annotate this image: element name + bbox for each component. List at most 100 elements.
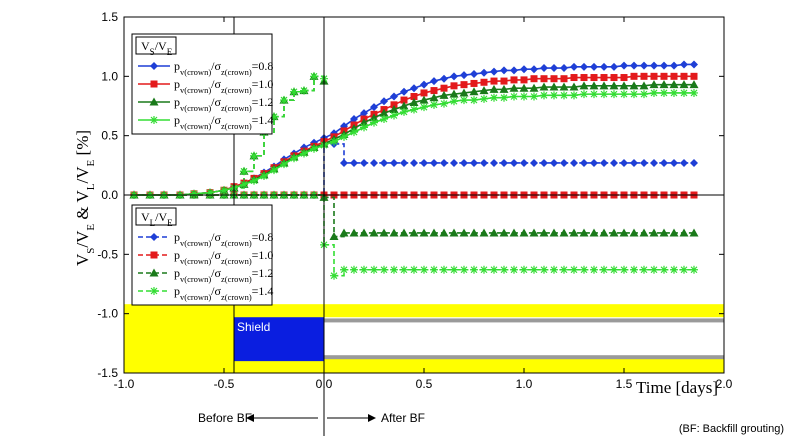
x-tick-label: 0.0 <box>316 377 333 391</box>
vs-point <box>430 87 438 95</box>
vs-point <box>570 91 578 100</box>
vs-point <box>600 74 608 82</box>
vs-point <box>639 81 649 90</box>
vs-point <box>390 101 398 109</box>
vl-point <box>359 228 369 237</box>
y-tick-label: -1.0 <box>97 307 118 321</box>
vl-point <box>410 265 418 274</box>
vl-point <box>660 265 668 274</box>
vs-point <box>580 62 588 71</box>
vl-point <box>510 158 518 167</box>
vl-point <box>540 158 548 167</box>
vl-point <box>529 228 539 237</box>
vs-point <box>500 93 508 102</box>
legend-legend_vl: VL/VEpv(crown)/σz(crown)=0.8pv(crown)/σz… <box>131 204 273 306</box>
vl-point <box>350 158 358 167</box>
lining-top <box>324 318 724 323</box>
vs-point <box>630 72 638 80</box>
vs-point <box>410 84 418 93</box>
vs-point <box>440 99 448 108</box>
lining-bottom <box>324 355 724 360</box>
vl-point <box>580 158 588 167</box>
vs-point <box>540 91 548 100</box>
x-tick-label: -0.5 <box>214 377 235 391</box>
vl-point <box>509 228 519 237</box>
vs-point <box>670 88 678 97</box>
vl-point <box>570 265 578 274</box>
legend-legend_vs: VS/VEpv(crown)/σz(crown)=0.8pv(crown)/σz… <box>131 33 273 135</box>
vs-point <box>490 77 498 85</box>
before-arrow-head <box>246 414 254 422</box>
vs-point <box>529 83 539 92</box>
vl-point <box>340 158 348 167</box>
vl-point <box>570 158 578 167</box>
vs-point <box>550 75 558 83</box>
vs-point <box>390 92 398 101</box>
vl-point <box>399 228 409 237</box>
vs-point <box>240 180 248 189</box>
vs-point <box>400 87 408 96</box>
legend-marker <box>150 80 158 88</box>
vs-point <box>640 61 648 70</box>
vl-point <box>680 158 688 167</box>
vl-point <box>379 228 389 237</box>
vs-point <box>580 74 588 82</box>
vl-point <box>339 228 349 237</box>
legend-marker <box>150 116 158 124</box>
vs-point <box>590 90 598 99</box>
vl-point <box>539 228 549 237</box>
vs-point <box>530 92 538 101</box>
vs-point <box>440 74 448 83</box>
background-layer: Shield <box>124 304 724 373</box>
vs-point <box>500 66 508 75</box>
vs-point <box>429 93 439 102</box>
vs-point <box>680 60 688 69</box>
legend-entry: pv(crown)/σz(crown)=1.0 <box>174 248 273 266</box>
vs-point <box>600 62 608 71</box>
vs-point <box>450 72 458 81</box>
vl-point <box>520 158 528 167</box>
vl-point <box>639 228 649 237</box>
vs-point <box>520 65 528 74</box>
vl-point <box>380 158 388 167</box>
vs-point <box>570 62 578 71</box>
vl-point <box>610 158 618 167</box>
y-axis-label: VS/VE & VL/VE [%] <box>73 130 97 266</box>
vl-point <box>520 265 528 274</box>
legend-title-frame <box>135 207 177 226</box>
vs-point <box>250 176 258 185</box>
after-arrow-head <box>368 414 376 422</box>
vl-point <box>540 265 548 274</box>
vs-point <box>690 60 698 69</box>
vs-point <box>290 154 298 163</box>
x-tick-label: 2.0 <box>716 377 733 391</box>
vl-point <box>510 265 518 274</box>
vl-point <box>689 228 699 237</box>
legend-entry: pv(crown)/σz(crown)=1.2 <box>174 266 273 284</box>
vs-point <box>459 88 469 97</box>
vs-point <box>600 90 608 99</box>
vl-point <box>490 265 498 274</box>
vl-point <box>549 228 559 237</box>
vs-point <box>630 61 638 70</box>
vl-point <box>690 158 698 167</box>
vl-point <box>650 158 658 167</box>
vs-point <box>569 82 579 91</box>
vl-point <box>349 228 359 237</box>
legend-layer: VS/VEpv(crown)/σz(crown)=0.8pv(crown)/σz… <box>131 33 273 306</box>
vl-point <box>500 265 508 274</box>
vl-point <box>560 158 568 167</box>
vs-point <box>629 81 639 90</box>
vs-point <box>370 118 378 127</box>
vl-point <box>409 228 419 237</box>
vl-point <box>589 228 599 237</box>
vs-point <box>659 80 669 89</box>
vl-point <box>560 265 568 274</box>
legend-marker <box>149 268 159 277</box>
vl-point <box>439 228 449 237</box>
before-bf-point <box>300 86 308 95</box>
vl-point <box>550 158 558 167</box>
vs-point <box>440 84 448 92</box>
vs-point <box>520 92 528 101</box>
vs-point <box>520 76 528 84</box>
